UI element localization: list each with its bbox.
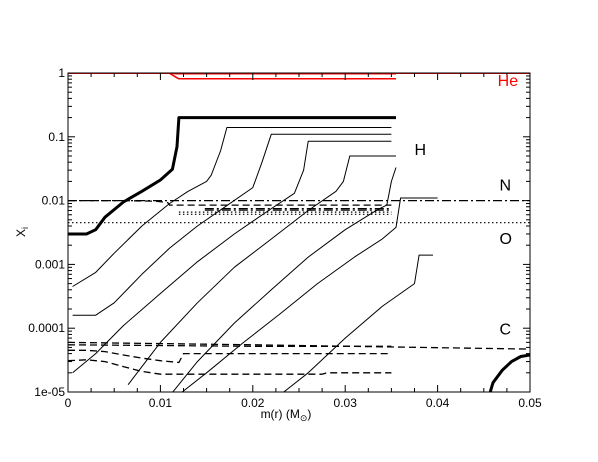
x-axis-title-text: m(r) (M bbox=[261, 407, 300, 421]
series-line-h-9 bbox=[181, 197, 438, 392]
y-tick-label: 0.1 bbox=[48, 130, 65, 144]
species-label-o: O bbox=[500, 231, 512, 248]
x-axis-title-subscript: ⊙ bbox=[300, 413, 308, 423]
y-tick-label: 1e-05 bbox=[34, 385, 65, 399]
series-line-h-7 bbox=[127, 155, 396, 386]
species-label-c: C bbox=[500, 321, 512, 338]
series-line-h-3 bbox=[68, 116, 396, 236]
x-tick-label: 0 bbox=[65, 396, 72, 410]
y-tick-label: 0.01 bbox=[42, 194, 66, 208]
labels-layer: He H N O C bbox=[415, 73, 519, 338]
species-label-h: H bbox=[415, 142, 427, 159]
series-line-h-5 bbox=[72, 133, 392, 316]
y-axis-title-subscript: i bbox=[20, 227, 30, 229]
series-line-h-8 bbox=[172, 167, 397, 392]
y-tick-label: 1 bbox=[58, 66, 65, 80]
series-line-h-10 bbox=[282, 254, 433, 392]
x-tick-label: 0.02 bbox=[241, 396, 265, 410]
y-axis-title: Xi bbox=[14, 227, 30, 237]
x-tick-label: 0.01 bbox=[149, 396, 173, 410]
series-line-c-19 bbox=[68, 341, 530, 350]
series-line-c-21 bbox=[68, 349, 392, 364]
species-label-he: He bbox=[498, 73, 519, 90]
y-tick-label: 0.0001 bbox=[28, 321, 65, 335]
y-axis-title-text: X bbox=[14, 229, 28, 237]
species-label-n: N bbox=[500, 177, 512, 194]
plot-frame bbox=[67, 72, 531, 393]
x-tick-label: 0.05 bbox=[518, 396, 542, 410]
y-tick-label: 0.001 bbox=[35, 257, 65, 271]
series-line-n-15 bbox=[68, 199, 392, 206]
series-line-h-11 bbox=[488, 353, 530, 392]
x-axis-title-close: ) bbox=[307, 407, 311, 421]
series-line-h-6 bbox=[72, 140, 392, 374]
series-layer bbox=[68, 73, 530, 392]
x-axis-title: m(r) (M⊙) bbox=[261, 407, 312, 423]
series-line-c-22 bbox=[68, 359, 392, 375]
series-line-h-4 bbox=[72, 127, 392, 287]
ticks-layer: 0 0.01 0.02 0.03 0.04 0.05 1e-05 0.0001 0.001 0.0… bbox=[28, 66, 542, 410]
series-line-he-1 bbox=[169, 73, 396, 80]
x-tick-label: 0.04 bbox=[426, 396, 450, 410]
x-tick-label: 0.03 bbox=[334, 396, 358, 410]
series-line-c-20 bbox=[68, 344, 392, 347]
